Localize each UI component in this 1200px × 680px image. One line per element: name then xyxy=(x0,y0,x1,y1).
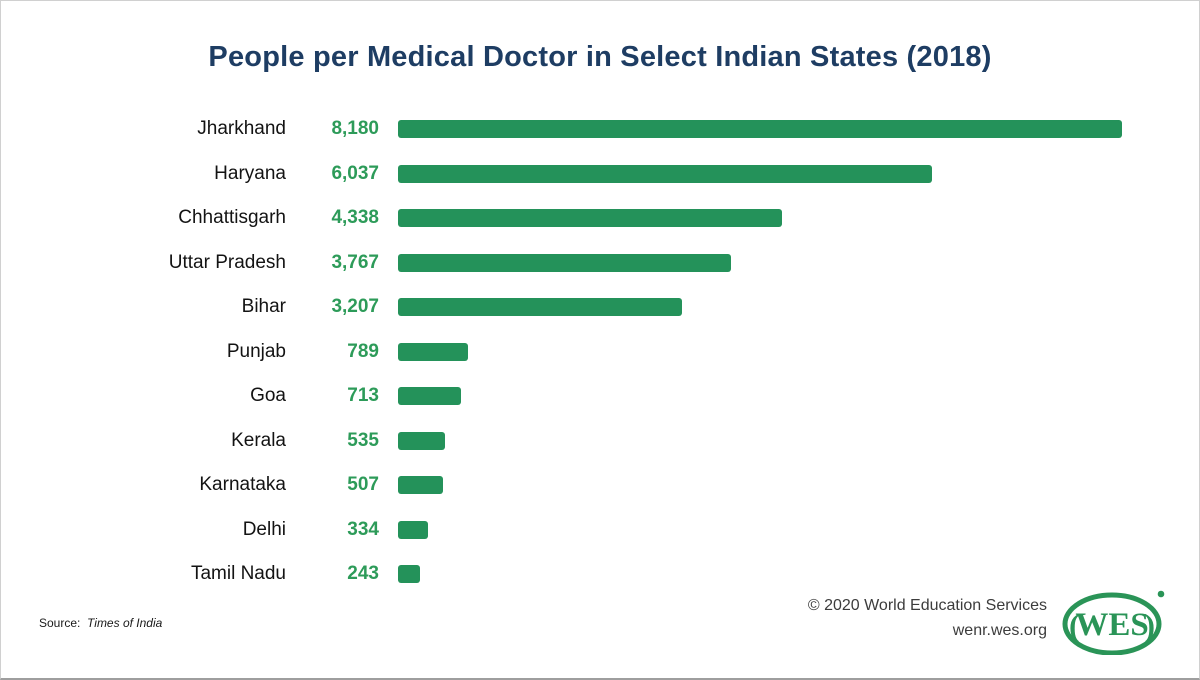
value-label: 6,037 xyxy=(331,162,379,184)
value-label: 713 xyxy=(347,385,379,407)
logo-ellipse xyxy=(1062,592,1162,655)
category-label: Karnataka xyxy=(199,474,286,496)
chart-title: People per Medical Doctor in Select Indi… xyxy=(208,41,992,73)
source-note: Source: Times of India xyxy=(39,616,162,630)
bar-track xyxy=(398,298,1199,317)
category-label: Bihar xyxy=(241,296,286,318)
category-label: Chhattisgarh xyxy=(178,207,286,229)
logo-left-paren: ( xyxy=(1069,607,1080,643)
chart-row: Tamil Nadu 243 xyxy=(1,552,1199,597)
category-label: Delhi xyxy=(242,518,286,540)
chart-row: Delhi 334 xyxy=(1,508,1199,553)
bar xyxy=(398,209,782,228)
source-prefix: Source: xyxy=(39,616,81,630)
bar xyxy=(398,476,443,495)
bar-track xyxy=(398,387,1199,406)
category-label: Haryana xyxy=(214,162,286,184)
copyright-block: © 2020 World Education Services wenr.wes… xyxy=(808,593,1047,643)
chart-row: Uttar Pradesh 3,767 xyxy=(1,241,1199,286)
bar xyxy=(398,342,468,361)
bar-track xyxy=(398,565,1199,584)
bar xyxy=(398,164,932,183)
value-label: 535 xyxy=(347,429,379,451)
chart-row: Bihar 3,207 xyxy=(1,285,1199,330)
wes-logo-graphic: WES ( ) xyxy=(1062,590,1165,655)
chart-row: Karnataka 507 xyxy=(1,463,1199,508)
chart-row: Jharkhand 8,180 xyxy=(1,107,1199,152)
value-label: 789 xyxy=(347,340,379,362)
category-label: Tamil Nadu xyxy=(190,563,286,585)
chart-row: Kerala 535 xyxy=(1,419,1199,464)
bar-track xyxy=(398,120,1199,139)
logo-wes-text: WES xyxy=(1075,607,1148,643)
chart-row: Haryana 6,037 xyxy=(1,152,1199,197)
bar-track xyxy=(398,164,1199,183)
chart-row: Goa 713 xyxy=(1,374,1199,419)
source-name: Times of India xyxy=(87,616,163,630)
chart-row: Punjab 789 xyxy=(1,330,1199,375)
value-label: 243 xyxy=(347,563,379,585)
bar-track xyxy=(398,253,1199,272)
value-label: 4,338 xyxy=(331,207,379,229)
bar xyxy=(398,431,445,450)
bar xyxy=(398,120,1122,139)
bar-track xyxy=(398,520,1199,539)
category-label: Goa xyxy=(250,385,286,407)
category-label: Uttar Pradesh xyxy=(168,251,286,273)
value-label: 3,767 xyxy=(331,251,379,273)
category-label: Kerala xyxy=(231,429,286,451)
value-label: 8,180 xyxy=(331,118,379,140)
chart-row: Chhattisgarh 4,338 xyxy=(1,196,1199,241)
bar xyxy=(398,298,682,317)
value-label: 3,207 xyxy=(331,296,379,318)
value-label: 507 xyxy=(347,474,379,496)
bar-track xyxy=(398,431,1199,450)
bar-chart: Jharkhand 8,180 Haryana 6,037 Chhattisgarh 4,… xyxy=(1,107,1199,597)
wes-logo: WES ( ) xyxy=(1062,587,1166,655)
value-label: 334 xyxy=(347,518,379,540)
category-label: Jharkhand xyxy=(197,118,286,140)
logo-right-paren: ) xyxy=(1144,607,1155,643)
bar-track xyxy=(398,209,1199,228)
bar xyxy=(398,565,420,584)
bar-track xyxy=(398,476,1199,495)
website-line: wenr.wes.org xyxy=(952,622,1047,639)
bar xyxy=(398,253,731,272)
logo-trademark-dot xyxy=(1157,590,1165,598)
bar-track xyxy=(398,342,1199,361)
copyright-line: © 2020 World Education Services xyxy=(807,597,1047,614)
bar xyxy=(398,387,461,406)
category-label: Punjab xyxy=(226,340,286,362)
bar xyxy=(398,520,428,539)
